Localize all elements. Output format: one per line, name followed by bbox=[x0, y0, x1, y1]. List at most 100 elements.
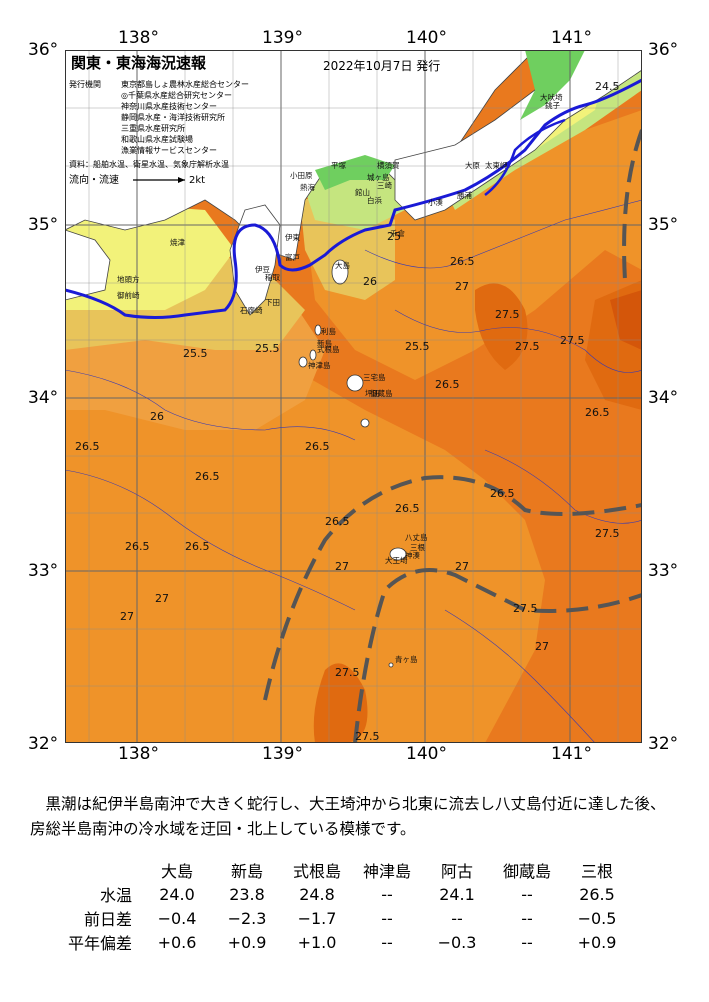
row-label: 平年偏差 bbox=[67, 934, 132, 953]
map-border bbox=[65, 50, 642, 743]
island-aogashima bbox=[388, 662, 394, 668]
lat-label-32-left: 32° bbox=[28, 734, 59, 754]
place-label-hachijojima: 八丈島 bbox=[405, 532, 428, 542]
column-header: 御蔵島 bbox=[502, 862, 551, 881]
table-cell: +0.9 bbox=[577, 932, 617, 952]
lat-label-33-left: 33° bbox=[28, 561, 59, 581]
cold-water-boundary bbox=[263, 129, 642, 743]
table-cell: −0.3 bbox=[437, 932, 477, 952]
issuer-org-5: 三重県水産研究所 bbox=[121, 123, 185, 133]
place-label-kozushima: 神津島 bbox=[308, 360, 331, 370]
place-label-hiratsuka: 平塚 bbox=[331, 161, 346, 170]
place-label-taitomisaki: 太東岬 bbox=[485, 160, 508, 170]
table-cell: 24.0 bbox=[159, 884, 195, 904]
place-label-inatori: 稲取 bbox=[265, 272, 280, 282]
place-label-yokosuka: 横須賀 bbox=[377, 160, 400, 170]
lat-label-35-right: 35° bbox=[648, 215, 679, 235]
place-label-niijima: 新島 bbox=[317, 338, 332, 348]
map-title: 関東・東海海況速報 bbox=[71, 54, 207, 72]
iso-label: 27.5 bbox=[595, 527, 620, 540]
iso-label: 26.5 bbox=[185, 540, 210, 553]
iso-label: 25 bbox=[387, 230, 401, 243]
iso-label: 27 bbox=[155, 592, 169, 605]
legend-arrowhead bbox=[178, 177, 185, 183]
iso-label: 27 bbox=[455, 280, 469, 293]
water-temperature-table: 大島 新島 式根島 神津島 阿古 御蔵島 三根 水温 24.0 23.8 24.… bbox=[40, 858, 632, 954]
column-header: 大島 bbox=[160, 862, 193, 881]
place-label-kominato: 小湊 bbox=[428, 197, 443, 207]
iso-label: 26.5 bbox=[305, 440, 330, 453]
table-cell: −0.4 bbox=[157, 908, 197, 928]
issuer-org-1: 東京都島しょ農林水産総合センター bbox=[121, 79, 249, 89]
column-header: 神津島 bbox=[362, 862, 411, 881]
iso-label: 26.5 bbox=[395, 502, 420, 515]
iso-label: 27 bbox=[335, 560, 349, 573]
place-label-shikinejima: 式根島 bbox=[317, 344, 340, 354]
place-label-toshima: 利島 bbox=[321, 326, 336, 336]
place-label-katsuura: 勝浦 bbox=[457, 190, 472, 200]
iso-label: 26.5 bbox=[585, 406, 610, 419]
iso-label: 26.5 bbox=[435, 378, 460, 391]
lon-label-141-top: 141° bbox=[551, 28, 592, 48]
place-label-inubosaki: 大吠埼 bbox=[540, 92, 563, 102]
legend-scale: 2kt bbox=[189, 175, 205, 186]
lat-label-34-left: 34° bbox=[28, 388, 59, 408]
island-kozushima bbox=[298, 356, 308, 368]
lat-label-36-left: 36° bbox=[28, 40, 59, 60]
table-cell: +1.0 bbox=[297, 932, 337, 952]
lon-label-139-top: 139° bbox=[262, 28, 303, 48]
table-row: 前日差 −0.4 −2.3 −1.7 -- -- -- −0.5 bbox=[40, 906, 632, 930]
place-label-izu: 伊豆 bbox=[255, 264, 270, 274]
iso-label: 26.5 bbox=[450, 255, 475, 268]
iso-label: 25.5 bbox=[405, 340, 430, 353]
place-label-kaminato: 神湊 bbox=[405, 550, 420, 560]
place-label-daiosaki: 大王埼 bbox=[385, 555, 408, 565]
table-cell: -- bbox=[521, 908, 533, 928]
summary-text: 黒潮は紀伊半島南沖で大きく蛇行し、大王埼沖から北東に流去し八丈島付近に達した後、… bbox=[30, 792, 680, 842]
lon-label-138-bottom: 138° bbox=[118, 744, 159, 764]
place-label-atami: 熱海 bbox=[300, 182, 315, 192]
table-row: 水温 24.0 23.8 24.8 -- 24.1 -- 26.5 bbox=[40, 882, 632, 906]
iso-label: 27 bbox=[535, 640, 549, 653]
land-green-kanto bbox=[315, 155, 395, 190]
iso-label: 26.5 bbox=[125, 540, 150, 553]
island-niijima bbox=[309, 349, 317, 361]
place-label-ohara: 大原 bbox=[465, 160, 480, 170]
iso-label: 27.5 bbox=[335, 666, 360, 679]
place-label-irozaki: 石廊崎 bbox=[240, 305, 263, 315]
place-label-tateyama: 館山 bbox=[355, 187, 370, 197]
iso-label: 26.5 bbox=[195, 470, 220, 483]
table-cell: -- bbox=[521, 932, 533, 952]
place-label-chikura: 千倉 bbox=[390, 228, 405, 238]
iso-label: 26.5 bbox=[325, 515, 350, 528]
table-cell: +0.6 bbox=[157, 932, 197, 952]
table-cell: +0.9 bbox=[227, 932, 267, 952]
summary-paragraph: 黒潮は紀伊半島南沖で大きく蛇行し、大王埼沖から北東に流去し八丈島付近に達した後、… bbox=[30, 795, 666, 838]
place-label-yaizu: 焼津 bbox=[170, 238, 185, 247]
place-label-mikurajima: 御蔵島 bbox=[370, 388, 393, 398]
table-cell: -- bbox=[381, 908, 393, 928]
place-label-omaezaki: 御前崎 bbox=[117, 290, 140, 300]
issuer-header: 発行機関 bbox=[69, 79, 101, 89]
table-row: 平年偏差 +0.6 +0.9 +1.0 -- −0.3 -- +0.9 bbox=[40, 930, 632, 954]
place-label-ito: 伊東 bbox=[285, 232, 300, 242]
place-label-futo: 富戸 bbox=[285, 252, 300, 262]
table-cell: −2.3 bbox=[227, 908, 267, 928]
iso-label: 27 bbox=[120, 610, 134, 623]
kuroshio-front-east bbox=[484, 118, 566, 196]
kuroshio-front bbox=[65, 78, 642, 319]
land-kii-coast bbox=[65, 229, 111, 301]
table-cell: 24.1 bbox=[439, 884, 475, 904]
iso-label: 27.5 bbox=[515, 340, 540, 353]
place-label-miyakejima: 三宅島 bbox=[363, 372, 386, 382]
issuer-org-6: 和歌山県水産試験場 bbox=[121, 134, 193, 144]
isotherm-contours bbox=[65, 199, 642, 743]
island-toshima bbox=[314, 324, 322, 336]
iso-label: 25.5 bbox=[255, 342, 280, 355]
row-label: 水温 bbox=[99, 886, 132, 905]
place-label-jitokata: 地頭方 bbox=[117, 274, 140, 284]
iso-label: 27.5 bbox=[355, 730, 380, 743]
issue-date: 2022年10月7日 発行 bbox=[323, 59, 440, 73]
table-cell: -- bbox=[521, 884, 533, 904]
lon-label-140-bottom: 140° bbox=[406, 744, 447, 764]
